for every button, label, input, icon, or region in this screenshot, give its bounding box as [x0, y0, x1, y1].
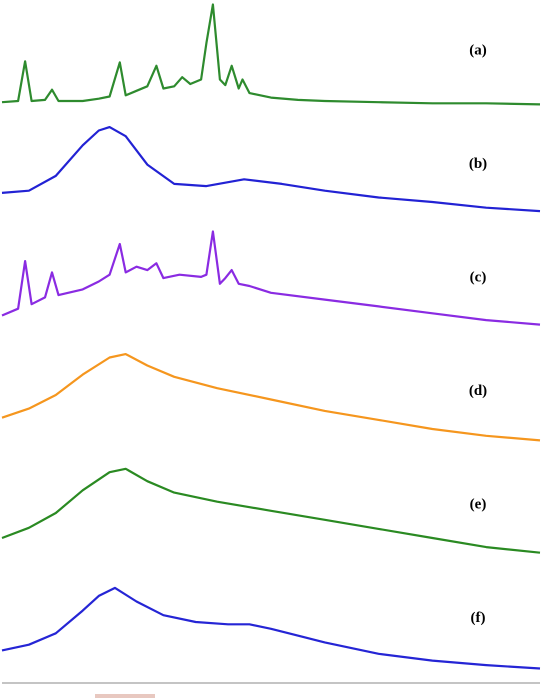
xrd-trace	[1, 3, 541, 106]
trace-label: (e)	[470, 497, 487, 513]
trace-label: (a)	[469, 43, 487, 59]
xrd-trace	[1, 353, 541, 442]
trace-label: (b)	[469, 156, 487, 172]
xrd-trace	[1, 126, 541, 213]
trace-label: (d)	[469, 383, 487, 399]
trace-label: (c)	[470, 270, 487, 286]
xrd-trace	[1, 467, 541, 554]
xrd-trace	[1, 230, 541, 326]
trace-label: (f)	[471, 610, 486, 626]
xrd-trace	[1, 586, 541, 670]
axis-caption-fragment	[95, 694, 155, 698]
